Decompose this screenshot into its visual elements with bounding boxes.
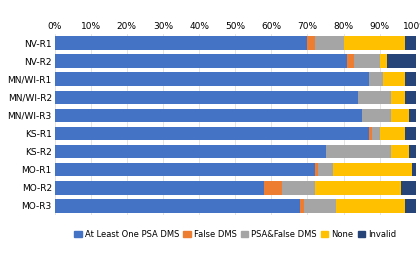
Bar — [383, 73, 405, 86]
Bar — [347, 54, 354, 68]
Bar — [55, 91, 358, 104]
Bar — [358, 91, 391, 104]
Bar — [55, 36, 307, 50]
Bar — [55, 163, 315, 176]
Bar — [405, 199, 416, 212]
Bar — [380, 127, 405, 140]
Bar — [55, 145, 326, 158]
Bar — [55, 181, 264, 194]
Bar — [369, 73, 383, 86]
Bar — [55, 109, 362, 122]
Bar — [391, 145, 409, 158]
Bar — [344, 36, 405, 50]
Bar — [387, 54, 416, 68]
Bar — [326, 145, 391, 158]
Bar — [315, 181, 402, 194]
Bar — [405, 91, 416, 104]
Bar — [55, 73, 369, 86]
Bar — [412, 163, 416, 176]
Bar — [55, 54, 347, 68]
Bar — [304, 199, 336, 212]
Bar — [409, 109, 416, 122]
Bar — [300, 199, 304, 212]
Bar — [402, 181, 416, 194]
Bar — [391, 91, 405, 104]
Bar — [369, 127, 373, 140]
Bar — [315, 163, 318, 176]
Bar — [409, 145, 416, 158]
Bar — [362, 109, 391, 122]
Bar — [333, 163, 412, 176]
Bar — [405, 73, 416, 86]
Bar — [373, 127, 380, 140]
Bar — [391, 109, 409, 122]
Bar — [55, 127, 369, 140]
Bar — [380, 54, 387, 68]
Bar — [405, 127, 416, 140]
Bar — [354, 54, 380, 68]
Bar — [282, 181, 315, 194]
Bar — [264, 181, 282, 194]
Bar — [336, 199, 405, 212]
Bar — [405, 36, 416, 50]
Bar — [307, 36, 315, 50]
Legend: At Least One PSA DMS, False DMS, PSA&False DMS, None, Invalid: At Least One PSA DMS, False DMS, PSA&Fal… — [71, 226, 399, 242]
Bar — [318, 163, 333, 176]
Bar — [55, 199, 300, 212]
Bar — [315, 36, 344, 50]
